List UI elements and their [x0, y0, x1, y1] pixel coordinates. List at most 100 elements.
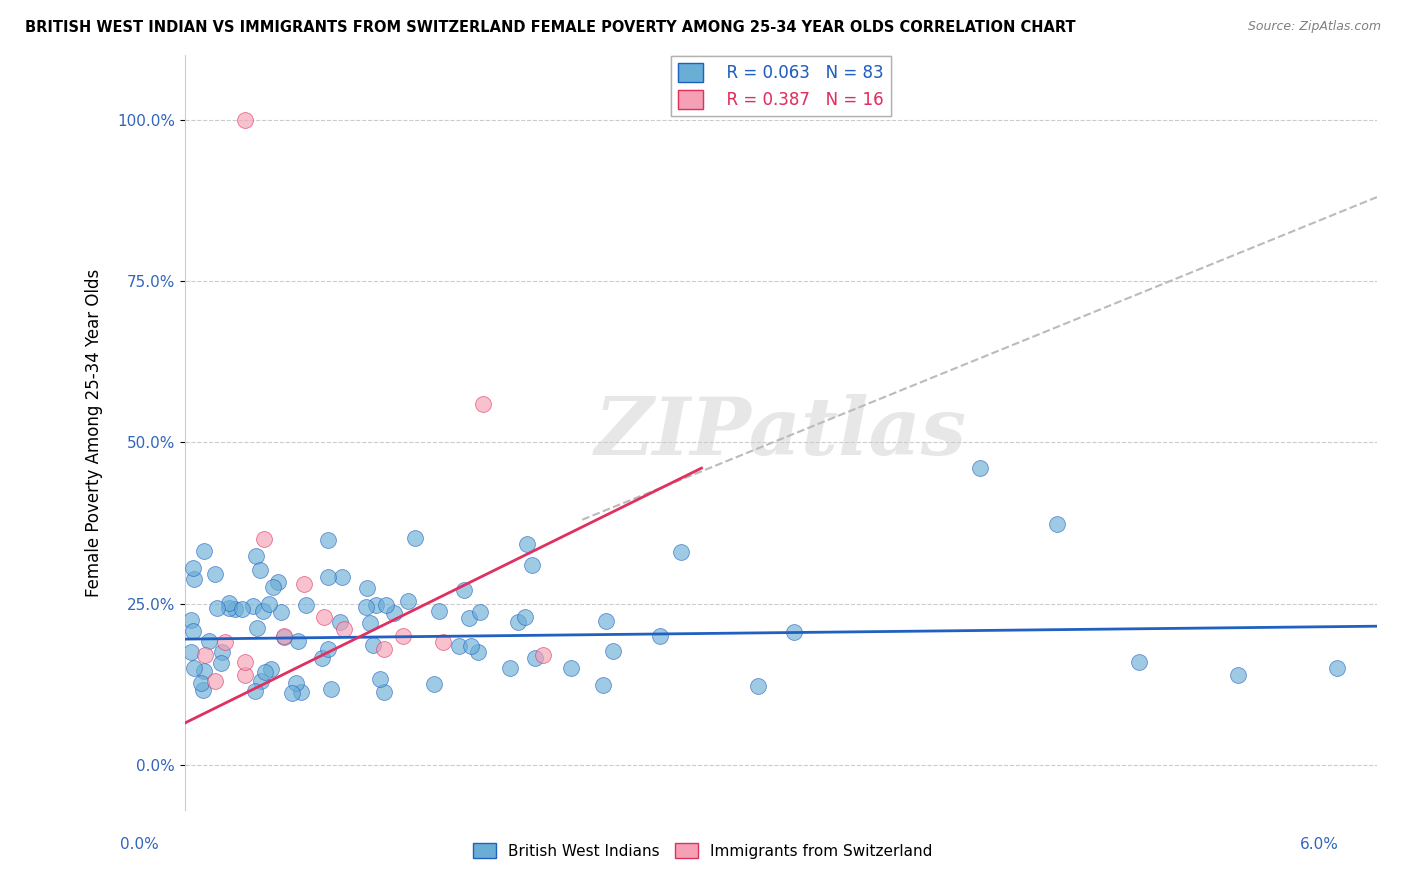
- Point: [359, 616, 381, 631]
- Point: [243, 684, 266, 698]
- Point: [183, 572, 205, 586]
- Point: [262, 580, 284, 594]
- Point: [273, 630, 295, 644]
- Point: [316, 570, 339, 584]
- Point: [392, 629, 415, 643]
- Point: [207, 601, 229, 615]
- Point: [218, 596, 240, 610]
- Point: [252, 604, 274, 618]
- Point: [181, 561, 204, 575]
- Point: [204, 566, 226, 581]
- Point: [253, 665, 276, 679]
- Point: [470, 605, 492, 619]
- Y-axis label: Female Poverty Among 25-34 Year Olds: Female Poverty Among 25-34 Year Olds: [86, 268, 103, 597]
- Point: [516, 537, 538, 551]
- Point: [260, 662, 283, 676]
- Point: [333, 623, 356, 637]
- Point: [273, 629, 295, 643]
- Point: [373, 685, 395, 699]
- Point: [1128, 655, 1150, 669]
- Point: [427, 604, 450, 618]
- Point: [329, 615, 352, 629]
- Point: [193, 664, 215, 678]
- Point: [1326, 661, 1348, 675]
- Point: [190, 676, 212, 690]
- Point: [1046, 516, 1069, 531]
- Point: [354, 599, 377, 614]
- Point: [747, 679, 769, 693]
- Point: [204, 674, 226, 689]
- Point: [969, 461, 991, 475]
- Point: [524, 650, 547, 665]
- Point: [259, 597, 281, 611]
- Point: [242, 599, 264, 613]
- Point: [233, 655, 256, 669]
- Point: [404, 531, 426, 545]
- Point: [285, 676, 308, 690]
- Point: [506, 615, 529, 629]
- Point: [375, 598, 398, 612]
- Point: [457, 610, 479, 624]
- Point: [316, 642, 339, 657]
- Point: [312, 609, 335, 624]
- Point: [460, 640, 482, 654]
- Point: [180, 614, 202, 628]
- Point: [370, 672, 392, 686]
- Point: [183, 661, 205, 675]
- Point: [560, 661, 582, 675]
- Point: [522, 558, 544, 573]
- Point: [290, 685, 312, 699]
- Point: [467, 645, 489, 659]
- Text: Source: ZipAtlas.com: Source: ZipAtlas.com: [1247, 20, 1381, 33]
- Point: [194, 648, 217, 663]
- Legend:   R = 0.063   N = 83,   R = 0.387   N = 16: R = 0.063 N = 83, R = 0.387 N = 16: [671, 56, 890, 116]
- Text: ZIPatlas: ZIPatlas: [595, 394, 967, 471]
- Point: [471, 396, 494, 410]
- Point: [513, 610, 536, 624]
- Point: [233, 112, 256, 127]
- Point: [233, 667, 256, 681]
- Point: [193, 682, 215, 697]
- Point: [231, 601, 253, 615]
- Point: [595, 614, 617, 628]
- Point: [249, 563, 271, 577]
- Point: [180, 645, 202, 659]
- Point: [218, 601, 240, 615]
- Point: [316, 533, 339, 547]
- Point: [364, 599, 387, 613]
- Point: [211, 645, 233, 659]
- Point: [1226, 667, 1249, 681]
- Point: [295, 599, 318, 613]
- Point: [361, 638, 384, 652]
- Point: [356, 581, 378, 595]
- Point: [253, 532, 276, 546]
- Point: [592, 678, 614, 692]
- Point: [396, 594, 419, 608]
- Point: [373, 641, 395, 656]
- Point: [214, 635, 236, 649]
- Point: [432, 635, 454, 649]
- Point: [423, 677, 446, 691]
- Point: [198, 634, 221, 648]
- Point: [783, 625, 806, 640]
- Point: [321, 682, 343, 697]
- Point: [292, 577, 315, 591]
- Point: [382, 606, 405, 620]
- Point: [287, 634, 309, 648]
- Point: [224, 602, 246, 616]
- Text: 0.0%: 0.0%: [120, 838, 159, 852]
- Point: [650, 629, 672, 643]
- Point: [250, 674, 273, 689]
- Point: [449, 639, 471, 653]
- Point: [499, 661, 522, 675]
- Point: [311, 651, 333, 665]
- Point: [245, 549, 267, 563]
- Legend: British West Indians, Immigrants from Switzerland: British West Indians, Immigrants from Sw…: [467, 837, 939, 864]
- Text: 6.0%: 6.0%: [1299, 838, 1339, 852]
- Point: [281, 686, 304, 700]
- Point: [193, 544, 215, 558]
- Point: [671, 545, 693, 559]
- Point: [209, 656, 232, 670]
- Point: [453, 583, 475, 598]
- Point: [332, 570, 354, 584]
